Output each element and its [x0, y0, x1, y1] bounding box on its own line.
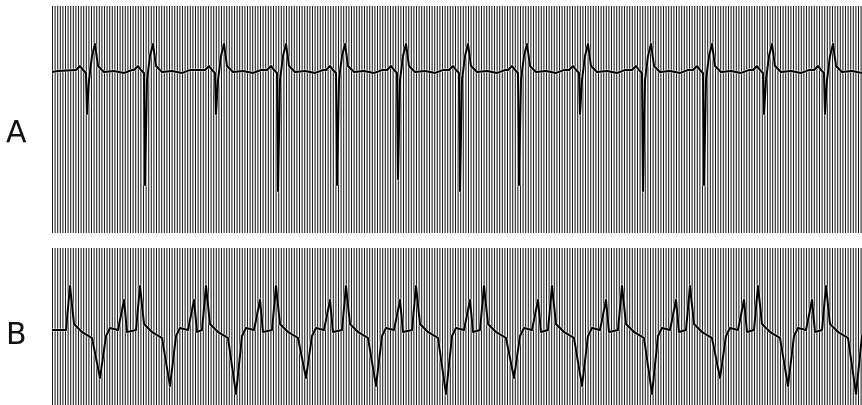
ecg-strip-b: [52, 248, 862, 405]
strip-label-a: A: [6, 115, 27, 150]
ecg-trace-a: [52, 43, 862, 192]
ecg-trace-a-halo: [52, 42, 862, 193]
ecg-strip-a-graphic: [52, 6, 862, 233]
ecg-grid: [52, 6, 862, 233]
ecg-strip-b-graphic: [52, 248, 862, 405]
ecg-trace-b-halo: [52, 284, 862, 396]
strip-label-b: B: [6, 317, 27, 352]
ecg-trace-b: [52, 285, 862, 395]
ecg-strip-a: [52, 6, 862, 233]
